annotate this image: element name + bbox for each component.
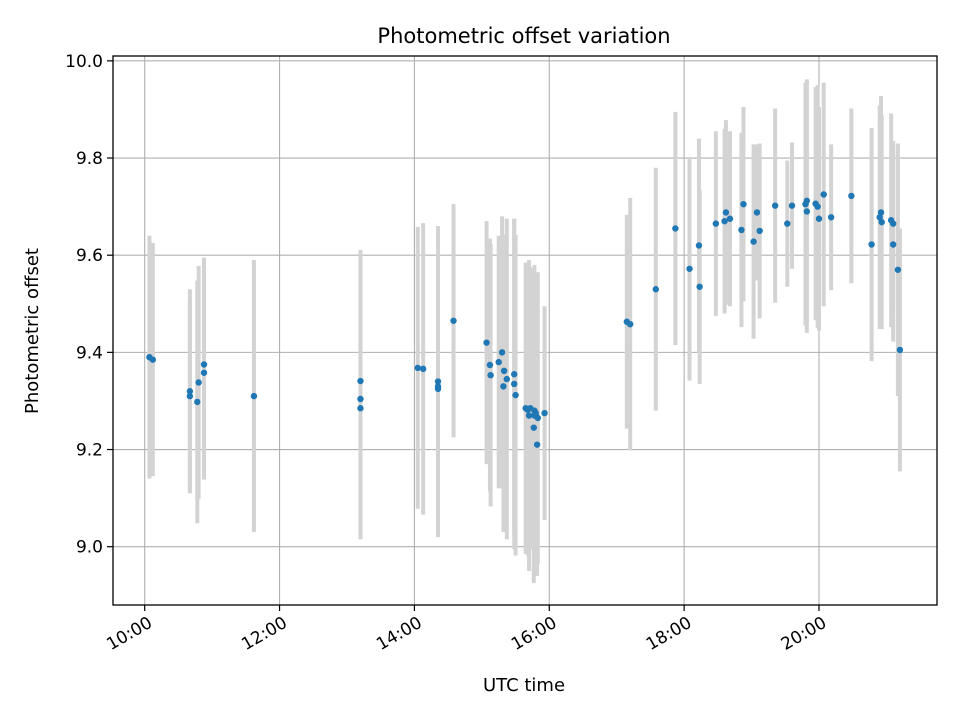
data-point: [672, 225, 679, 232]
data-point: [200, 361, 208, 368]
data-point: [194, 398, 201, 406]
data-point: [756, 227, 763, 235]
data-point: [803, 208, 811, 215]
x-tick-label: 10:00: [103, 613, 155, 655]
error-bars: [147, 79, 902, 584]
data-point: [195, 379, 202, 386]
data-point: [896, 346, 904, 354]
y-axis-ticks: 9.0 9.2 9.4 9.6 9.8 10.0: [65, 52, 113, 558]
data-points: [146, 191, 904, 448]
x-axis-title: UTC time: [483, 675, 565, 696]
data-point: [848, 192, 855, 200]
data-point: [876, 214, 883, 221]
data-point: [357, 377, 364, 385]
data-point: [740, 200, 747, 208]
data-point: [511, 371, 518, 378]
data-point: [532, 409, 539, 417]
data-point: [738, 226, 745, 234]
data-point: [486, 361, 494, 369]
data-point: [357, 395, 364, 403]
data-point: [500, 383, 507, 390]
data-point: [434, 378, 442, 385]
data-point: [357, 405, 364, 412]
data-point: [803, 197, 811, 204]
data-point: [512, 391, 519, 399]
y-tick-label: 9.8: [76, 149, 103, 169]
data-point: [487, 371, 494, 379]
x-tick-label: 18:00: [643, 613, 695, 655]
data-point: [712, 220, 720, 227]
data-point: [827, 214, 835, 221]
data-point: [533, 441, 541, 448]
data-point: [784, 220, 791, 227]
x-axis-ticks: 10:00 12:00 14:00 16:00 18:00 20:00: [103, 605, 830, 655]
data-point: [534, 414, 542, 422]
data-point: [530, 424, 537, 431]
data-point: [788, 202, 796, 209]
data-point: [814, 203, 821, 210]
data-point: [149, 356, 156, 363]
data-point: [626, 320, 634, 328]
data-point: [750, 238, 757, 245]
y-tick-label: 9.6: [76, 246, 103, 266]
data-point: [511, 380, 518, 388]
data-point: [726, 215, 734, 222]
data-point: [652, 286, 660, 293]
data-point: [434, 385, 442, 393]
data-point: [686, 265, 693, 272]
x-tick-label: 14:00: [373, 613, 425, 655]
data-point: [483, 339, 490, 346]
data-point: [250, 392, 258, 400]
data-point: [820, 191, 827, 198]
chart-title: Photometric offset variation: [377, 24, 670, 48]
data-point: [889, 220, 897, 227]
data-point: [771, 202, 779, 209]
data-point: [525, 412, 533, 419]
data-point: [450, 317, 457, 324]
x-tick-label: 16:00: [508, 613, 560, 655]
data-point: [503, 375, 510, 383]
data-point: [495, 358, 502, 366]
data-point: [889, 241, 897, 248]
y-tick-label: 9.2: [76, 441, 103, 461]
data-point: [753, 209, 761, 216]
data-point: [498, 349, 506, 356]
y-tick-label: 9.4: [76, 343, 103, 363]
x-tick-label: 12:00: [238, 613, 290, 655]
data-point: [541, 409, 548, 417]
data-point: [878, 218, 885, 226]
data-point: [186, 388, 194, 395]
data-point: [186, 392, 194, 400]
data-point: [500, 367, 508, 375]
y-tick-label: 10.0: [65, 52, 103, 72]
data-point: [414, 364, 421, 372]
plot-frame: [112, 55, 938, 606]
x-tick-label: 20:00: [778, 613, 830, 655]
data-point: [696, 283, 703, 290]
data-point: [695, 242, 703, 249]
data-point: [868, 241, 875, 248]
y-tick-label: 9.0: [76, 538, 103, 558]
data-point: [722, 209, 730, 216]
data-point: [721, 217, 728, 225]
data-point: [200, 369, 208, 376]
data-point: [894, 266, 902, 273]
data-point: [419, 365, 427, 373]
y-axis-title: Photometric offset: [22, 248, 43, 414]
data-point: [815, 215, 823, 222]
data-point: [877, 209, 885, 216]
